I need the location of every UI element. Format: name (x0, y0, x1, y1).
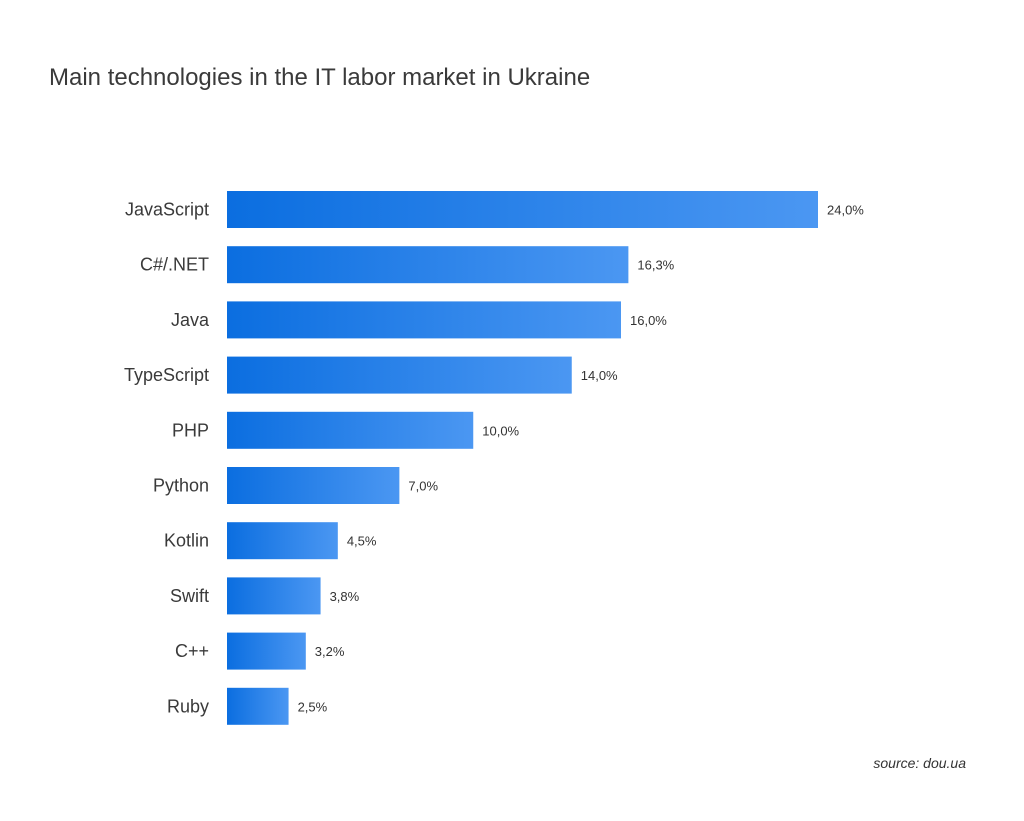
bar (227, 246, 629, 284)
category-label: C++ (175, 641, 209, 661)
bar (227, 411, 474, 449)
bar-group: C++ 3,2% (175, 632, 345, 670)
bar (227, 301, 621, 339)
value-label: 4,5% (347, 534, 377, 549)
value-label: 14,0% (581, 368, 618, 383)
value-label: 16,0% (630, 313, 667, 328)
value-label: 3,2% (315, 644, 345, 659)
bar (227, 467, 400, 504)
bar-group: Java 16,0% (171, 301, 667, 339)
bar-group: Ruby 2,5% (167, 687, 328, 725)
category-label: JavaScript (125, 200, 209, 220)
value-label: 2,5% (298, 699, 328, 714)
bar (227, 577, 321, 615)
bar-group: Swift 3,8% (170, 577, 360, 615)
value-label: 7,0% (408, 479, 438, 494)
chart-title: Main technologies in the IT labor market… (49, 64, 591, 91)
bars-layer: JavaScript 24,0% C#/.NET 16,3% Java 16,0% Type… (124, 191, 864, 725)
bar-group: Python 7,0% (153, 467, 438, 504)
bar (227, 522, 338, 560)
category-label: Kotlin (164, 531, 209, 551)
category-label: TypeScript (124, 365, 209, 385)
category-label: Python (153, 476, 209, 496)
bar (227, 632, 306, 670)
bar-group: C#/.NET 16,3% (140, 246, 675, 284)
bar-group: JavaScript 24,0% (125, 191, 864, 228)
value-label: 16,3% (637, 258, 674, 273)
bar-group: PHP 10,0% (172, 411, 520, 449)
category-label: PHP (172, 420, 209, 440)
value-label: 24,0% (827, 203, 864, 218)
bar-group: Kotlin 4,5% (164, 522, 377, 560)
category-label: Ruby (167, 696, 209, 716)
bar (227, 687, 289, 725)
value-label: 3,8% (330, 589, 360, 604)
value-label: 10,0% (482, 423, 519, 438)
bar (227, 191, 818, 228)
category-label: Java (171, 310, 210, 330)
bar-group: TypeScript 14,0% (124, 356, 618, 394)
category-label: Swift (170, 586, 209, 606)
category-label: C#/.NET (140, 255, 209, 275)
source-note: source: dou.ua (873, 755, 966, 771)
bar (227, 356, 572, 394)
